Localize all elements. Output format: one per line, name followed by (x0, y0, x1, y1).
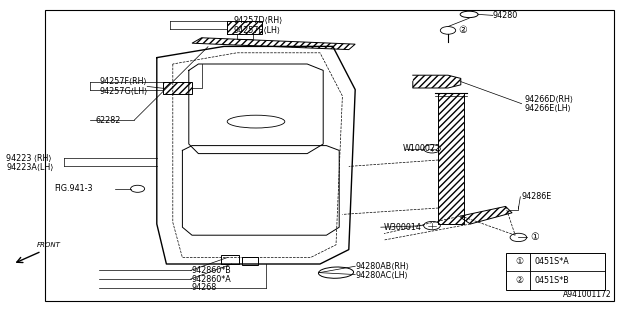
Text: 94257G⟨LH⟩: 94257G⟨LH⟩ (99, 87, 147, 96)
Bar (163, 82, 192, 94)
Text: 94223 ⟨RH⟩: 94223 ⟨RH⟩ (6, 154, 52, 163)
Bar (438, 93, 464, 224)
Ellipse shape (319, 267, 353, 278)
Bar (163, 82, 192, 94)
Circle shape (510, 233, 527, 242)
Text: 94257D⟨RH⟩: 94257D⟨RH⟩ (234, 16, 283, 25)
Text: A941001172: A941001172 (563, 290, 611, 299)
Text: 94266D⟨RH⟩: 94266D⟨RH⟩ (525, 95, 574, 104)
Circle shape (131, 185, 145, 192)
Text: 94223A⟨LH⟩: 94223A⟨LH⟩ (6, 163, 54, 172)
Text: 94280: 94280 (493, 11, 518, 20)
Circle shape (424, 145, 440, 153)
Text: 0451S*B: 0451S*B (534, 276, 569, 285)
Bar (227, 21, 262, 34)
Text: 94268: 94268 (192, 284, 217, 292)
Text: W100022: W100022 (403, 144, 442, 153)
Text: 94286E: 94286E (522, 192, 552, 201)
Text: 0451S*A: 0451S*A (534, 258, 569, 267)
Circle shape (440, 27, 456, 34)
Bar (242, 257, 258, 265)
Bar (221, 255, 239, 264)
Circle shape (424, 221, 440, 230)
Ellipse shape (460, 11, 478, 18)
Polygon shape (192, 38, 355, 50)
Text: 94257E⟨LH⟩: 94257E⟨LH⟩ (234, 26, 280, 35)
Text: 94257F⟨RH⟩: 94257F⟨RH⟩ (99, 77, 147, 86)
Text: 94280AC⟨LH⟩: 94280AC⟨LH⟩ (355, 271, 408, 280)
Text: ①: ① (516, 258, 524, 267)
Text: ②: ② (458, 25, 467, 36)
Text: 94280AB⟨RH⟩: 94280AB⟨RH⟩ (355, 262, 409, 271)
Text: 942860*A: 942860*A (192, 275, 232, 284)
Text: 942860*B: 942860*B (192, 266, 232, 275)
Text: W300014: W300014 (384, 223, 422, 232)
Text: FIG.941-3: FIG.941-3 (54, 184, 93, 193)
Text: 62282: 62282 (96, 116, 122, 124)
Text: ②: ② (516, 276, 524, 285)
Text: FRONT: FRONT (36, 242, 60, 248)
Text: 94266E⟨LH⟩: 94266E⟨LH⟩ (525, 104, 572, 113)
Text: ①: ① (530, 232, 539, 243)
Bar (45, 10, 614, 301)
Bar (506, 253, 605, 290)
